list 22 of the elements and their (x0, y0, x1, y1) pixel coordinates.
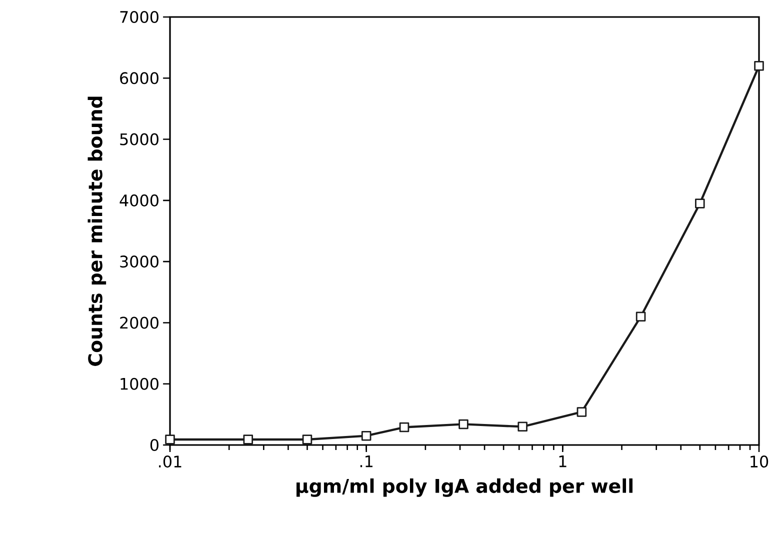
point (754, 61, 764, 71)
y-tick-label: 5000 (120, 133, 158, 146)
y-tick-label: 6000 (120, 72, 158, 84)
x-axis-title: µgm/ml poly IgA added per well (296, 478, 633, 497)
x-tick-label: .1 (360, 456, 372, 468)
point (576, 407, 587, 417)
y-tick-label: 1000 (120, 378, 158, 390)
x-tick-label: 10 (750, 456, 768, 468)
y-tick-label: 2000 (120, 316, 158, 329)
x-tick-label: .01 (159, 456, 182, 468)
point (399, 422, 410, 432)
point (695, 198, 705, 208)
point (458, 419, 468, 430)
point (165, 434, 175, 444)
point (636, 312, 646, 322)
point (518, 422, 528, 432)
y-tick-label: 3000 (120, 256, 158, 268)
y-tick-label: 4000 (120, 194, 158, 206)
y-axis-title: Counts per minute bound (88, 96, 106, 366)
x-tick-label: 1 (559, 456, 566, 468)
y-tick-label: 7000 (120, 10, 158, 24)
y-tick-label: 0 (150, 438, 158, 452)
